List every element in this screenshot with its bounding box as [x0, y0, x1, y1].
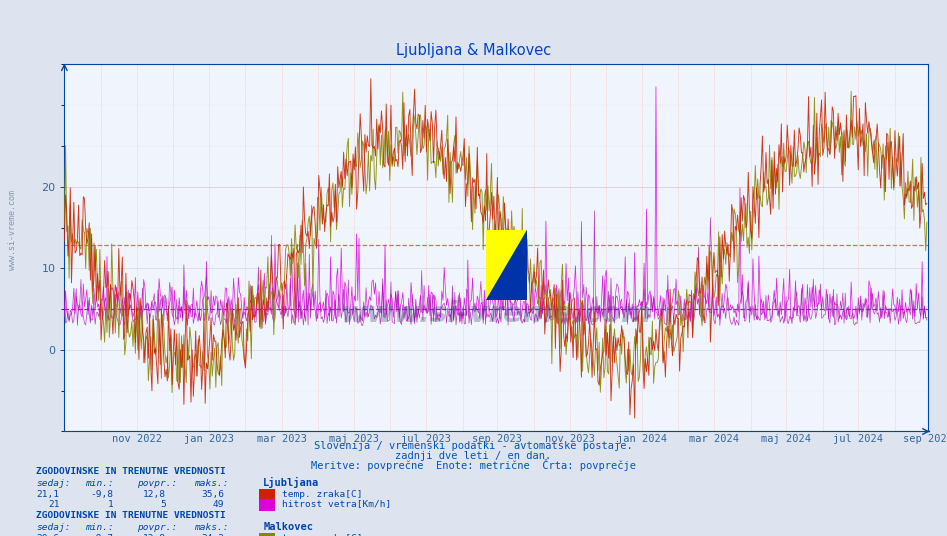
Text: 20,6: 20,6 — [37, 534, 60, 536]
Text: Meritve: povprečne  Enote: metrične  Črta: povprečje: Meritve: povprečne Enote: metrične Črta:… — [311, 459, 636, 471]
Text: -9,7: -9,7 — [91, 534, 114, 536]
Text: 5: 5 — [160, 500, 166, 509]
Text: ZGODOVINSKE IN TRENUTNE VREDNOSTI: ZGODOVINSKE IN TRENUTNE VREDNOSTI — [36, 467, 225, 477]
Text: temp. zraka[C]: temp. zraka[C] — [282, 534, 363, 536]
Text: povpr.:: povpr.: — [137, 479, 178, 488]
Text: ZGODOVINSKE IN TRENUTNE VREDNOSTI: ZGODOVINSKE IN TRENUTNE VREDNOSTI — [36, 511, 225, 520]
Text: maks.:: maks.: — [194, 479, 228, 488]
Text: Slovenija / vremenski podatki - avtomatske postaje.: Slovenija / vremenski podatki - avtomats… — [314, 441, 633, 451]
Text: Ljubljana: Ljubljana — [263, 477, 319, 488]
Text: Ljubljana & Malkovec: Ljubljana & Malkovec — [396, 43, 551, 58]
Text: 34,2: 34,2 — [202, 534, 224, 536]
Text: sedaj:: sedaj: — [36, 523, 70, 532]
Text: -9,8: -9,8 — [91, 490, 114, 499]
Text: 21: 21 — [48, 500, 60, 509]
Text: www.si-vreme.com: www.si-vreme.com — [8, 190, 17, 271]
Text: 49: 49 — [213, 500, 224, 509]
Text: hitrost vetra[Km/h]: hitrost vetra[Km/h] — [282, 500, 391, 509]
Text: maks.:: maks.: — [194, 523, 228, 532]
Text: 1: 1 — [108, 500, 114, 509]
Text: 12,8: 12,8 — [143, 490, 166, 499]
Polygon shape — [486, 230, 527, 300]
Text: zadnji dve leti / en dan.: zadnji dve leti / en dan. — [396, 451, 551, 460]
Text: min.:: min.: — [85, 523, 114, 532]
Text: temp. zraka[C]: temp. zraka[C] — [282, 490, 363, 499]
Text: sedaj:: sedaj: — [36, 479, 70, 488]
Text: 35,6: 35,6 — [202, 490, 224, 499]
Text: min.:: min.: — [85, 479, 114, 488]
Text: 12,8: 12,8 — [143, 534, 166, 536]
Polygon shape — [486, 230, 527, 300]
Text: povpr.:: povpr.: — [137, 523, 178, 532]
Text: Malkovec: Malkovec — [263, 522, 313, 532]
Polygon shape — [486, 230, 527, 300]
Text: 21,1: 21,1 — [37, 490, 60, 499]
Text: www.si-vreme.com: www.si-vreme.com — [341, 300, 652, 328]
